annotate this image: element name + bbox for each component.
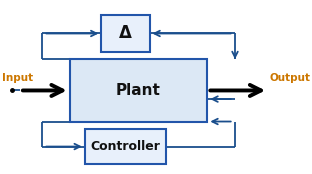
Text: Output: Output	[270, 73, 310, 83]
Text: Δ: Δ	[119, 25, 132, 42]
Text: Plant: Plant	[116, 83, 161, 98]
FancyBboxPatch shape	[70, 59, 207, 121]
FancyBboxPatch shape	[85, 129, 166, 164]
FancyBboxPatch shape	[101, 14, 149, 53]
Text: Input: Input	[2, 73, 33, 83]
Text: Controller: Controller	[90, 140, 160, 153]
